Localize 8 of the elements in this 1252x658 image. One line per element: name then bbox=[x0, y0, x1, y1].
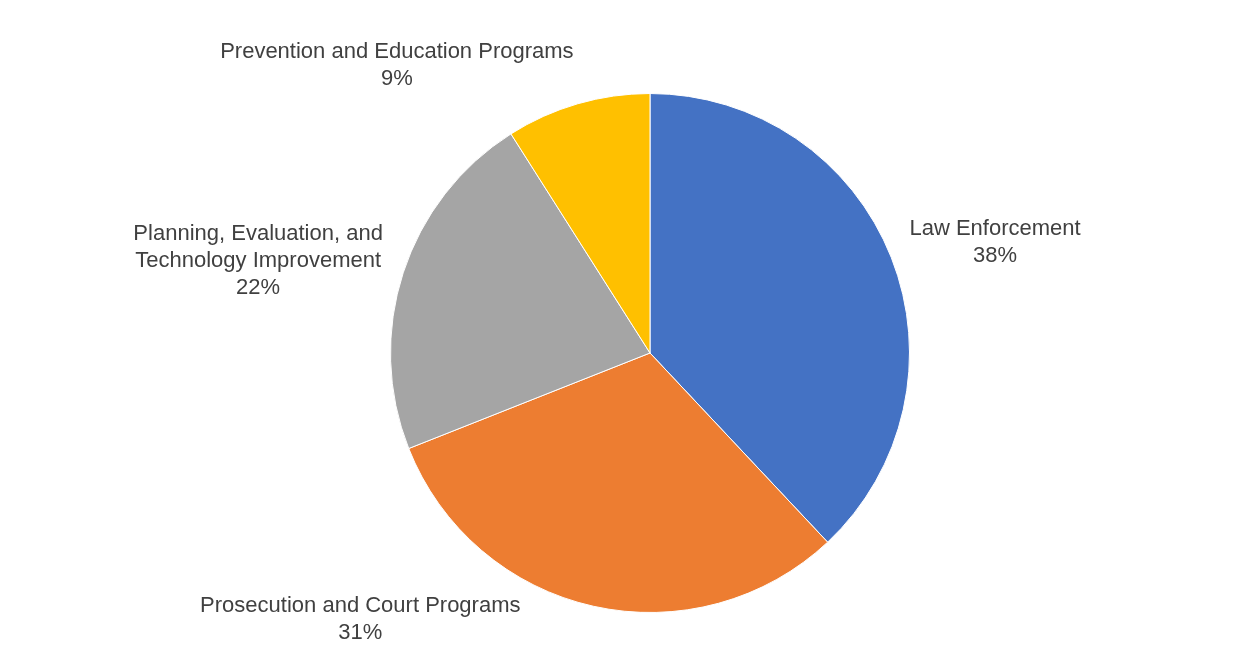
slice-label: Prevention and Education Programs bbox=[220, 37, 574, 63]
slice-label: Prosecution and Court Programs bbox=[200, 591, 521, 617]
data-label: 38% bbox=[973, 242, 1018, 268]
data-label: 22% bbox=[236, 273, 281, 299]
data-label: 31% bbox=[338, 618, 383, 644]
slice-label: Law Enforcement bbox=[909, 215, 1081, 241]
data-label: 9% bbox=[380, 64, 413, 90]
slice-label: Planning, Evaluation, and Technology Improvement bbox=[133, 219, 383, 272]
